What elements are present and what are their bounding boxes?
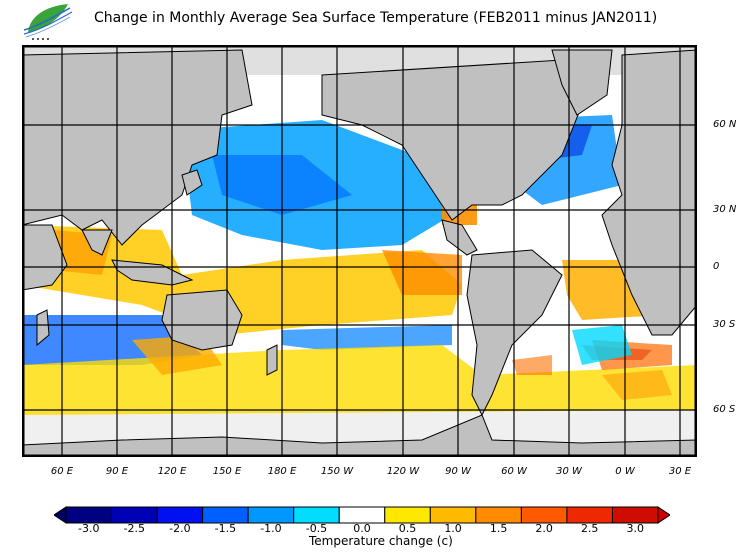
lon-label-0w: 0 W [615, 466, 635, 477]
lat-label-60s: 60 S [713, 404, 736, 415]
sst-map [22, 45, 697, 457]
colorbar-low-arrow [54, 506, 67, 524]
lon-label-30e: 30 E [668, 466, 692, 477]
lon-label-150e: 150 E [212, 466, 242, 477]
lat-label-30s: 30 S [713, 319, 736, 330]
lon-label-60e: 60 E [50, 466, 74, 477]
colorbar-tick-label: 2.0 [535, 522, 553, 535]
hko-logo [23, 4, 73, 40]
colorbar-box [247, 506, 295, 524]
colorbar-tick-label: 0.0 [353, 522, 371, 535]
colorbar-box [156, 506, 204, 524]
colorbar-tick-label: 0.5 [398, 522, 417, 535]
colorbar-box [111, 506, 158, 524]
colorbar-tick-label: -2.5 [123, 522, 146, 535]
chart-title: Change in Monthly Average Sea Surface Te… [94, 10, 658, 26]
colorbar-box [338, 506, 386, 524]
land-central-america [441, 219, 478, 256]
lat-label-60n: 60 N [713, 119, 737, 130]
land-india [81, 229, 113, 256]
map-frame [22, 45, 697, 457]
colorbar-label: Temperature change (c) [309, 534, 453, 548]
lat-label-0: 0 [713, 261, 720, 272]
land-madagascar [36, 309, 50, 347]
land-europe-africa [601, 49, 697, 336]
colorbar-tick-label: -1.5 [214, 522, 237, 535]
colorbar-tick-label: 2.5 [580, 522, 599, 535]
lon-label-120e: 120 E [157, 466, 187, 477]
lon-label-90w: 90 W [445, 466, 471, 477]
colorbar-box [520, 506, 568, 524]
land-australia [161, 289, 243, 351]
land-antarctica [22, 414, 697, 457]
land-new-zealand [266, 344, 278, 376]
colorbar-box [202, 506, 249, 524]
colorbar-tick-label: -1.0 [260, 522, 282, 535]
colorbar-tick-label: 1.0 [444, 522, 462, 535]
colorbar-box [475, 506, 522, 524]
lon-label-120w: 120 W [386, 466, 420, 477]
colorbar [54, 506, 670, 524]
lon-label-60w: 60 W [501, 466, 527, 477]
colorbar-box [611, 506, 659, 524]
colorbar-tick-label: -3.0 [78, 522, 100, 535]
lat-label-30n: 30 N [713, 204, 737, 215]
lon-label-150w: 150 W [320, 466, 354, 477]
colorbar-tick-label: 3.0 [626, 522, 644, 535]
land-japan [181, 169, 203, 196]
colorbar-box [293, 506, 340, 524]
colorbar-box [384, 506, 431, 524]
colorbar-box [566, 506, 613, 524]
colorbar-tick-label: -2.0 [169, 522, 191, 535]
land-eurasia [22, 49, 253, 246]
colorbar-high-arrow [657, 506, 670, 524]
colorbar-tick-label: -0.5 [305, 522, 328, 535]
land-greenland [551, 49, 613, 116]
land-east-africa [22, 224, 68, 291]
graticule [22, 45, 697, 457]
lon-label-90e: 90 E [105, 466, 129, 477]
lon-label-180e: 180 E [267, 466, 297, 477]
colorbar-box [429, 506, 477, 524]
colorbar-tick-label: 1.5 [489, 522, 508, 535]
lon-label-30w: 30 W [556, 466, 582, 477]
colorbar-box [65, 506, 113, 524]
